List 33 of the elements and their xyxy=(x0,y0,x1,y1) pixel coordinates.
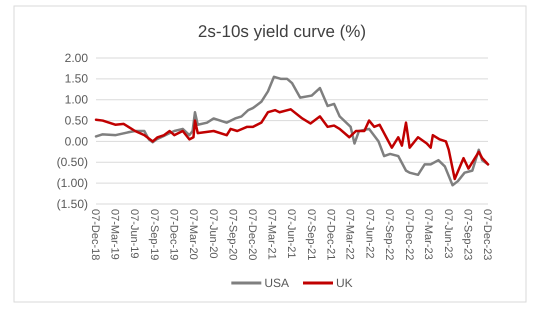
x-tick-label: 07-Jun-20 xyxy=(206,209,219,259)
legend-label: UK xyxy=(336,276,353,290)
x-tick-label: 07-Mar-22 xyxy=(344,209,356,260)
y-tick-label: (1.50) xyxy=(56,196,88,211)
x-tick-label: 07-Dec-21 xyxy=(324,209,336,260)
x-tick-label: 07-Sep-22 xyxy=(383,209,396,260)
x-tick-label: 07-Dec-22 xyxy=(402,209,415,260)
x-tick-label: 07-Sep-23 xyxy=(462,209,474,260)
line-series xyxy=(94,108,490,180)
x-tick-label: 07-Sep-21 xyxy=(304,209,317,260)
x-tick-label: 07-Mar-20 xyxy=(187,209,200,260)
x-tick-label: 07-Mar-21 xyxy=(265,209,278,260)
x-tick-label: 07-Dec-18 xyxy=(89,209,102,260)
x-tick-label: 07-Jun-19 xyxy=(128,209,140,259)
chart-title: 2s-10s yield curve (%) xyxy=(198,22,366,41)
x-tick-label: 07-Mar-23 xyxy=(422,209,434,260)
legend-label: USA xyxy=(264,276,290,290)
y-tick-label: 0.50 xyxy=(64,113,88,128)
x-tick-label: 07-Dec-23 xyxy=(481,209,494,260)
x-tick-label: 07-Sep-20 xyxy=(226,209,239,260)
y-tick-label: 1.00 xyxy=(64,92,88,107)
y-tick-label: 1.50 xyxy=(64,72,88,86)
x-tick-label: 07-Jun-22 xyxy=(364,209,376,259)
x-tick-label: 07-Mar-19 xyxy=(108,209,120,260)
y-tick-label: (1.00) xyxy=(56,176,88,190)
y-tick-label: 0.00 xyxy=(64,134,88,148)
x-tick-label: 07-Dec-20 xyxy=(246,209,258,260)
y-tick-label: 2.00 xyxy=(64,50,88,65)
x-tick-label: 07-Sep-19 xyxy=(148,209,160,260)
y-tick-label: (0.50) xyxy=(56,155,88,170)
x-tick-label: 07-Jun-23 xyxy=(442,209,454,259)
x-tick-label: 07-Dec-19 xyxy=(168,209,180,260)
x-tick-label: 07-Jun-21 xyxy=(285,209,298,259)
